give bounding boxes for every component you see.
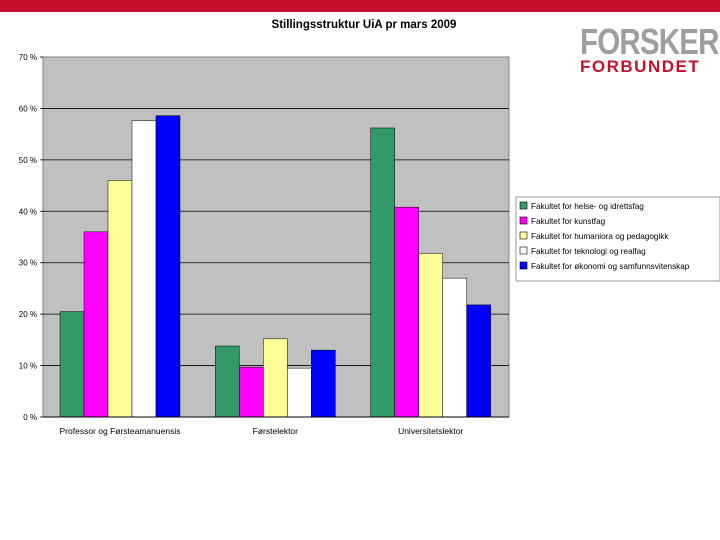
legend-swatch (519, 231, 528, 240)
y-tick-label: 40 % (19, 207, 37, 216)
legend-label: Fakultet for kunstfag (531, 217, 606, 226)
legend-swatch (519, 216, 528, 225)
bar (287, 367, 312, 418)
legend-label: Fakultet for teknologi og realfag (531, 247, 646, 256)
bar (107, 180, 133, 418)
legend-swatch (519, 261, 528, 270)
x-category-label: Førstelektor (253, 426, 299, 436)
bar (131, 120, 157, 418)
y-tick-label: 20 % (19, 310, 37, 319)
bar (215, 345, 240, 418)
legend-swatch (519, 201, 528, 210)
top-accent-bar (0, 0, 720, 12)
bar (239, 366, 264, 418)
legend-label: Fakultet for helse- og idrettsfag (531, 202, 644, 211)
y-tick-label: 50 % (19, 156, 37, 165)
legend-label: Fakultet for humaniora og pedagogikk (531, 232, 669, 241)
bar (442, 277, 467, 418)
y-tick-label: 70 % (19, 53, 37, 62)
bar (59, 311, 85, 418)
bar (418, 253, 443, 418)
x-axis-labels: Professor og Førsteamanuensis Førstelekto… (60, 426, 464, 436)
y-tick-label: 60 % (19, 104, 37, 113)
bar (394, 206, 419, 418)
bar (155, 115, 181, 418)
y-axis-ticks: 0 % 10 % 20 % 30 % 40 % 50 % 60 % 70 % (19, 53, 43, 422)
y-tick-label: 0 % (23, 413, 37, 422)
legend-box (515, 196, 720, 282)
logo-line-2: FORBUNDET (580, 57, 701, 76)
bar (263, 338, 288, 418)
y-tick-label: 30 % (19, 259, 37, 268)
bars (43, 115, 509, 418)
bar (311, 349, 336, 418)
x-category-label: Universitetslektor (398, 426, 463, 436)
forskerforbundet-logo: FORSKER FORBUNDET (580, 24, 719, 76)
legend: Fakultet for helse- og idrettsfag Fakulte… (515, 196, 720, 282)
legend-label: Fakultet for økonomi og samfunnsvitenska… (531, 262, 690, 271)
y-tick-label: 10 % (19, 362, 37, 371)
legend-swatch (519, 246, 528, 255)
x-category-label: Professor og Førsteamanuensis (60, 426, 181, 436)
bar (370, 127, 395, 418)
bar (83, 231, 109, 418)
bar (466, 304, 491, 418)
chart-title: Stillingsstruktur UiA pr mars 2009 (272, 19, 457, 31)
